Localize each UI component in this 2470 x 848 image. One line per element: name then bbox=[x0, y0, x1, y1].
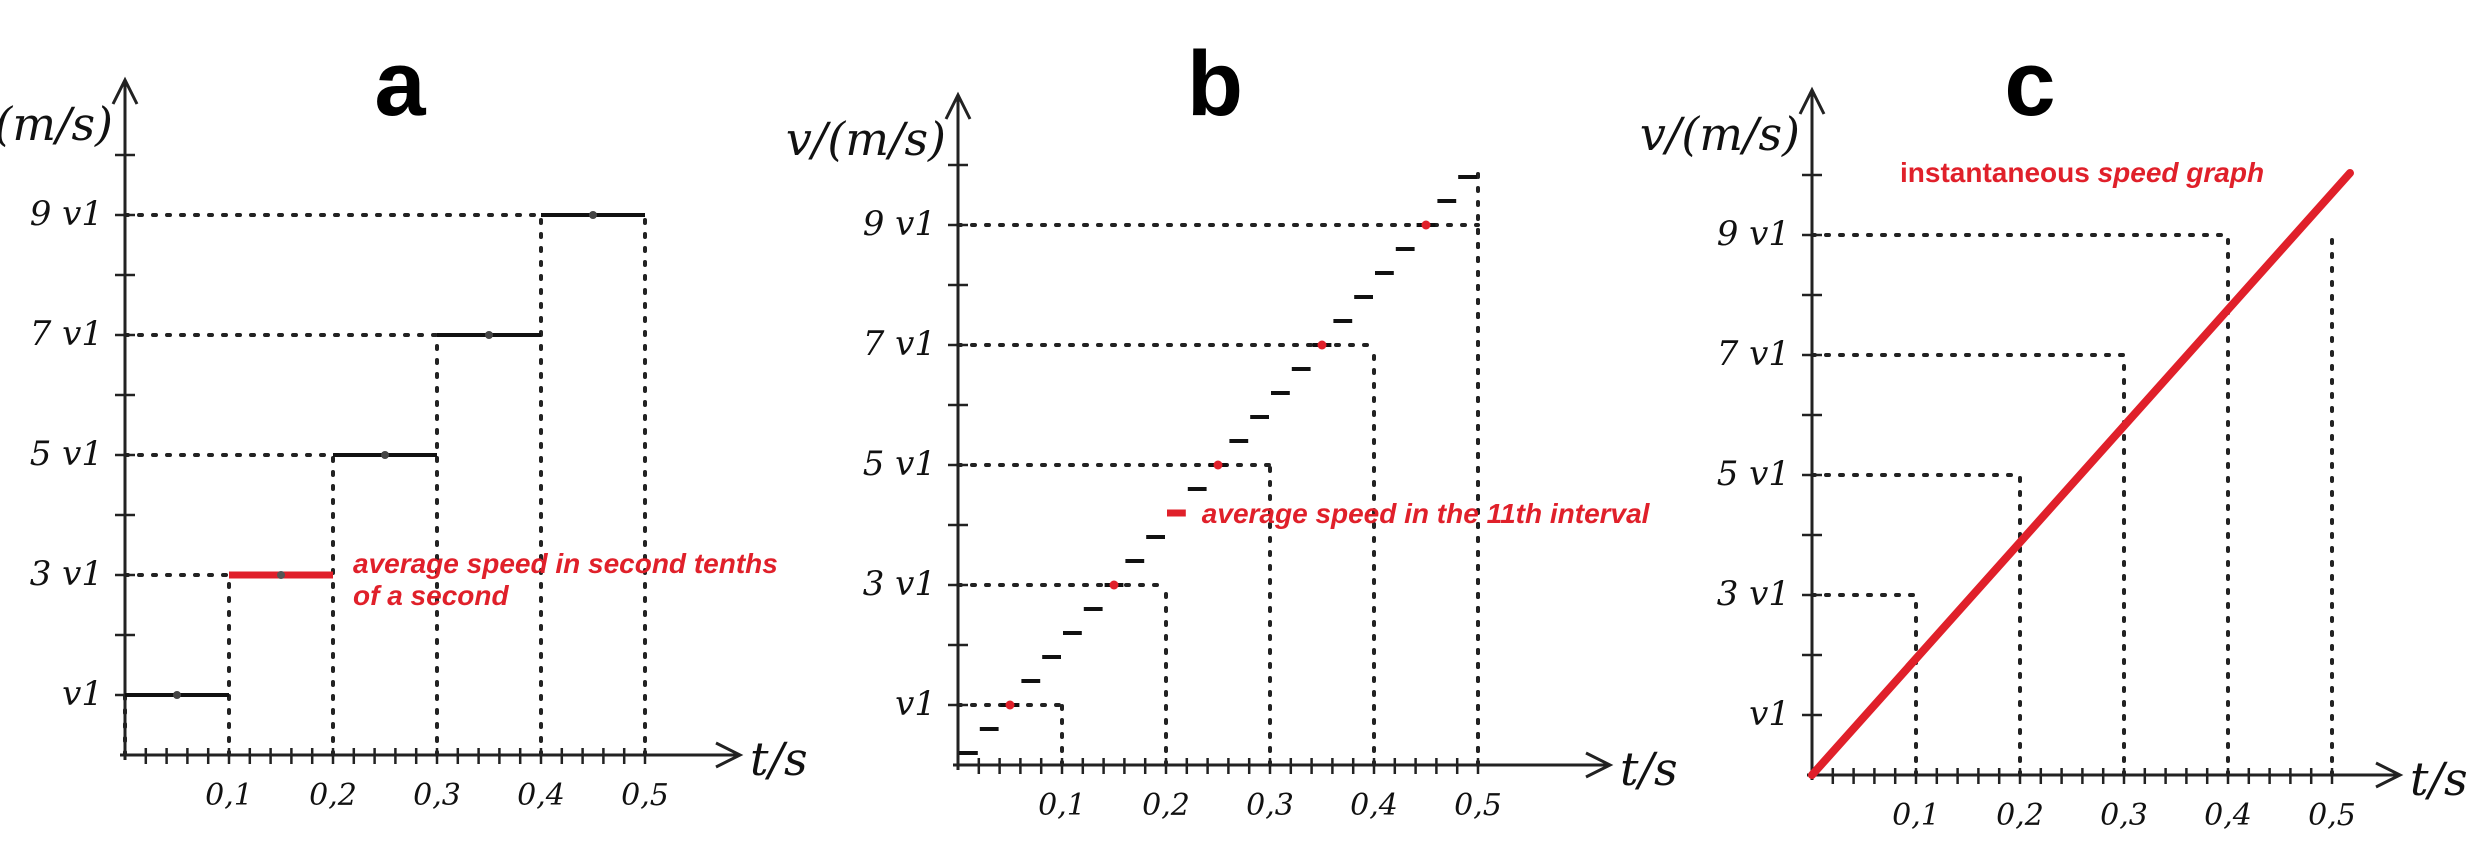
midpoint-dot bbox=[277, 571, 285, 579]
instantaneous-speed-line bbox=[1808, 169, 2354, 779]
annotation-line2: of a second bbox=[353, 580, 509, 611]
x-tick-label: 0,1 bbox=[1892, 798, 1940, 833]
x-tick-label: 0,2 bbox=[309, 778, 357, 813]
highlight-dot bbox=[1005, 700, 1015, 710]
midpoint-dot bbox=[589, 211, 597, 219]
panel-c: c 0,1 0,2 0,3 0,4 0,5 v1 3 v1 5 v1 7 v1 9 v1 t/s v/(… bbox=[1640, 33, 2468, 833]
annotation-italic: speed graph bbox=[2098, 157, 2264, 188]
x-tick-label: 0,3 bbox=[1246, 788, 1294, 823]
x-tick-label: 0,2 bbox=[1142, 788, 1190, 823]
x-tick-label: 0,3 bbox=[413, 778, 461, 813]
x-axis-arrow bbox=[715, 741, 744, 769]
y-tick-label: 7 v1 bbox=[30, 314, 103, 354]
y-tick-label: 5 v1 bbox=[30, 434, 103, 474]
annotation-line1: average speed in second tenths bbox=[353, 548, 778, 579]
highlight-dot bbox=[1109, 580, 1119, 590]
x-tick-label: 0,1 bbox=[1038, 788, 1086, 823]
y-axis-arrow bbox=[944, 91, 972, 120]
y-tick-label: 5 v1 bbox=[1717, 454, 1790, 494]
x-tick-label: 0,1 bbox=[205, 778, 253, 813]
panel-letter: c bbox=[2004, 33, 2055, 135]
x-tick-label: 0,4 bbox=[1350, 788, 1398, 823]
x-axis-arrow bbox=[1585, 751, 1614, 779]
annotation-bold: instantaneous bbox=[1900, 157, 2090, 188]
y-axis-label: v/(m/s) bbox=[1640, 107, 1800, 161]
y-tick-label: 7 v1 bbox=[863, 324, 936, 364]
x-tick-label: 0,2 bbox=[1996, 798, 2044, 833]
y-tick-label: 3 v1 bbox=[30, 554, 103, 594]
y-tick-label: 9 v1 bbox=[1717, 214, 1790, 254]
panel-letter: b bbox=[1187, 33, 1243, 135]
y-axis-arrow bbox=[111, 76, 139, 105]
y-tick-label: 9 v1 bbox=[863, 204, 936, 244]
x-tick-label: 0,5 bbox=[1454, 788, 1502, 823]
highlight-dot bbox=[1421, 220, 1431, 230]
panel-letter: a bbox=[374, 33, 426, 135]
y-tick-label: 3 v1 bbox=[863, 564, 936, 604]
highlight-dot bbox=[1317, 340, 1327, 350]
midpoint-dot bbox=[381, 451, 389, 459]
y-tick-label: v1 bbox=[62, 674, 103, 714]
x-axis-label: t/s bbox=[1620, 742, 1678, 796]
midpoint-dot bbox=[173, 691, 181, 699]
x-axis-label: t/s bbox=[2410, 752, 2468, 806]
y-axis-label: v/(m/s) bbox=[0, 97, 113, 151]
x-tick-label: 0,5 bbox=[621, 778, 669, 813]
x-tick-label: 0,4 bbox=[517, 778, 565, 813]
x-tick-label: 0,3 bbox=[2100, 798, 2148, 833]
x-tick-label: 0,5 bbox=[2308, 798, 2356, 833]
y-axis-label: v/(m/s) bbox=[786, 112, 946, 166]
annotation-text: average speed in the 11th interval bbox=[1202, 498, 1651, 529]
annotation-gap bbox=[2090, 157, 2098, 188]
y-tick-label: v1 bbox=[1749, 694, 1790, 734]
y-tick-label: 7 v1 bbox=[1717, 334, 1790, 374]
y-axis-arrow bbox=[1798, 86, 1826, 115]
y-tick-label: 5 v1 bbox=[863, 444, 936, 484]
y-tick-label: 9 v1 bbox=[30, 194, 103, 234]
x-axis-label: t/s bbox=[750, 732, 808, 786]
y-tick-label: v1 bbox=[895, 684, 936, 724]
panel-b: b 0,1 0,2 0,3 0,4 0,5 v1 3 v1 5 v1 7 v1 9 v1 t/s v/(… bbox=[786, 33, 1678, 823]
y-tick-label: 3 v1 bbox=[1717, 574, 1790, 614]
x-axis-arrow bbox=[2375, 761, 2404, 789]
midpoint-dot bbox=[485, 331, 493, 339]
highlight-dot bbox=[1213, 460, 1223, 470]
panel-a: a 0,1 0,2 0,3 0,4 0,5 v1 3 v1 5 v1 7 v1 9 v1 t/s v/(… bbox=[0, 33, 808, 813]
annotation-text: instantaneous speed graph bbox=[1900, 157, 2264, 188]
x-tick-label: 0,4 bbox=[2204, 798, 2252, 833]
